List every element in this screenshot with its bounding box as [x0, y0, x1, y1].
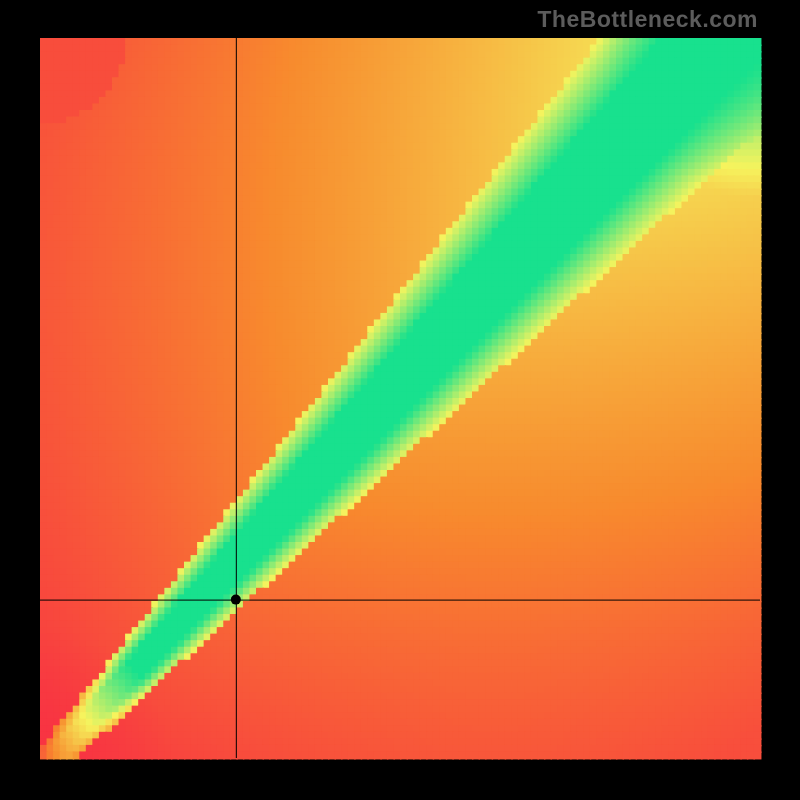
bottleneck-heatmap [0, 0, 800, 800]
watermark-text: TheBottleneck.com [537, 6, 758, 33]
chart-container: { "watermark": { "text": "TheBottleneck.… [0, 0, 800, 800]
